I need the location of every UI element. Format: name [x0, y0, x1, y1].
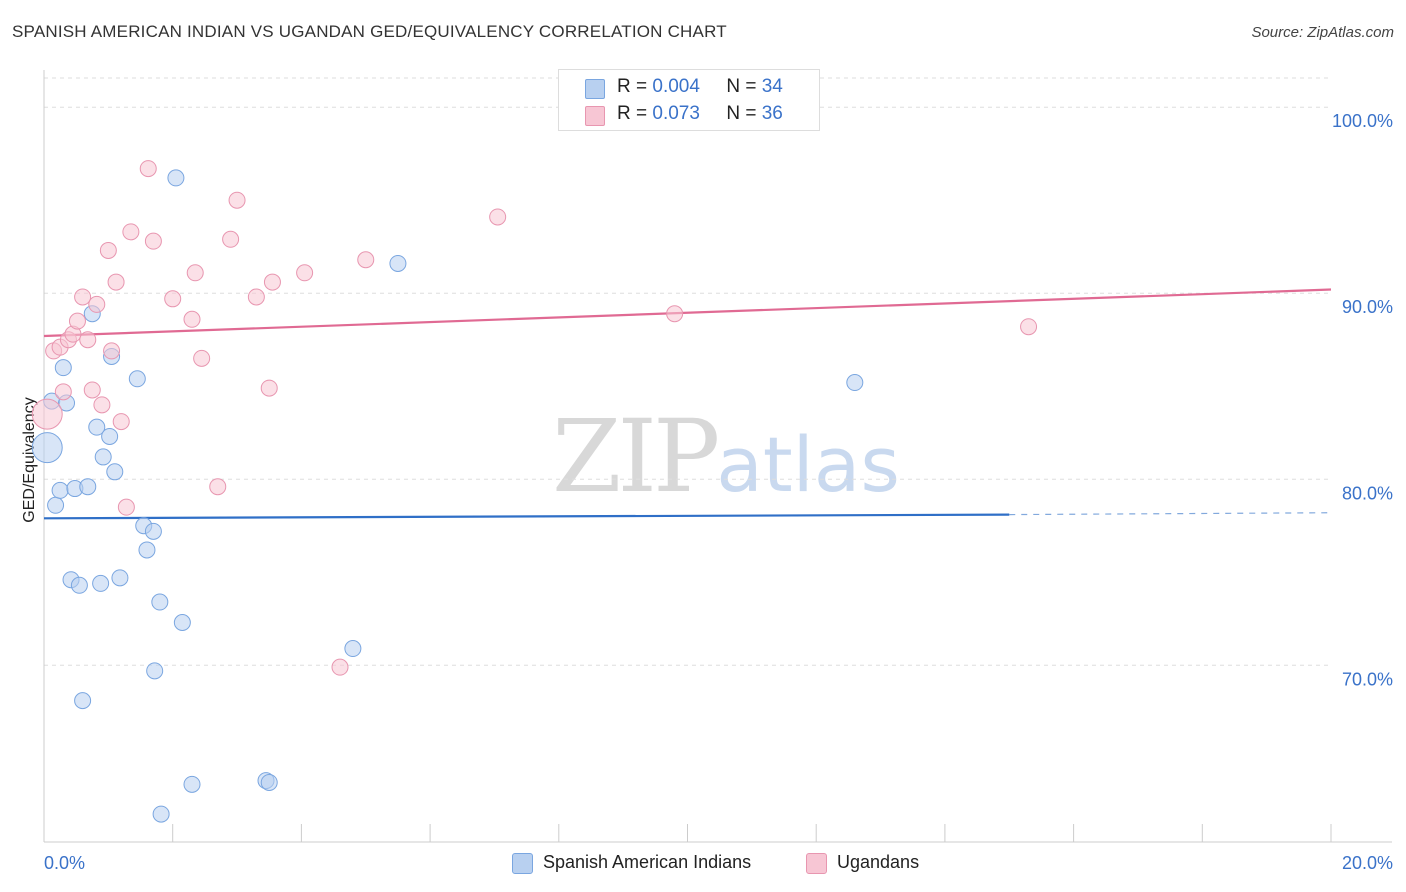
point-spanish-american-indians [101, 427, 119, 445]
legend-r-value: 0.073 [652, 103, 700, 124]
point-ugandans [139, 160, 157, 178]
point-spanish-american-indians [70, 576, 88, 594]
source-label: Source: ZipAtlas.com [1251, 24, 1394, 41]
point-ugandans [183, 310, 201, 328]
point-spanish-american-indians [152, 805, 170, 823]
trend-line-pink [43, 288, 1332, 338]
gridlines [44, 77, 1331, 666]
point-ugandans [112, 413, 130, 431]
data-points [31, 160, 1038, 823]
point-spanish-american-indians [31, 432, 63, 464]
point-ugandans [228, 191, 246, 209]
point-spanish-american-indians [94, 448, 112, 466]
point-spanish-american-indians [47, 496, 65, 514]
point-ugandans [99, 241, 117, 259]
legend-n-label: N = [726, 103, 757, 124]
axes [43, 70, 1392, 843]
point-spanish-american-indians [54, 359, 72, 377]
point-spanish-american-indians [79, 478, 97, 496]
bottom-legend-label: Spanish American Indians [543, 852, 752, 872]
point-spanish-american-indians [173, 613, 191, 631]
x-tick-label: 20.0% [1342, 853, 1393, 873]
point-spanish-american-indians [106, 463, 124, 481]
point-ugandans [489, 208, 507, 226]
bottom-legend-label: Ugandans [837, 852, 920, 872]
point-ugandans [331, 658, 349, 676]
point-ugandans [83, 381, 101, 399]
point-ugandans [296, 264, 314, 282]
point-ugandans [263, 273, 281, 291]
point-spanish-american-indians [846, 374, 864, 392]
legend-n-value: 36 [761, 103, 783, 124]
watermark: ZIPatlas [552, 398, 900, 515]
point-ugandans [79, 331, 97, 349]
point-ugandans [117, 498, 135, 516]
correlation-legend: R = 0.004 N = 34 R = 0.073 N = 36 [558, 69, 820, 131]
point-ugandans [144, 232, 162, 250]
watermark-atlas: atlas [716, 420, 900, 509]
point-ugandans [260, 379, 278, 397]
legend-swatch-pink [806, 853, 827, 874]
chart-title: SPANISH AMERICAN INDIAN VS UGANDAN GED/E… [12, 22, 727, 41]
point-spanish-american-indians [138, 541, 156, 559]
legend-r-label: R = [617, 103, 648, 124]
point-ugandans [164, 290, 182, 308]
point-spanish-american-indians [144, 522, 162, 540]
legend-swatch-pink [585, 106, 605, 126]
point-ugandans [666, 305, 684, 323]
point-ugandans [103, 342, 121, 360]
point-ugandans [222, 230, 240, 248]
point-spanish-american-indians [74, 692, 92, 710]
point-ugandans [122, 223, 140, 241]
point-ugandans [88, 295, 106, 313]
point-ugandans [107, 273, 125, 291]
y-tick-label: 90.0% [1342, 297, 1393, 317]
point-ugandans [357, 251, 375, 269]
point-ugandans [193, 349, 211, 367]
legend-r-value: 0.004 [652, 76, 700, 97]
point-spanish-american-indians [260, 773, 278, 791]
point-ugandans [186, 264, 204, 282]
point-ugandans [31, 398, 63, 430]
point-ugandans [68, 312, 86, 330]
point-ugandans [93, 396, 111, 414]
point-spanish-american-indians [167, 169, 185, 187]
trend-lines [43, 288, 1332, 520]
legend-n-value: 34 [761, 76, 783, 97]
trend-line-blue [43, 513, 1010, 520]
trend-extension-blue [1009, 512, 1332, 516]
point-ugandans [54, 383, 72, 401]
point-spanish-american-indians [88, 418, 106, 436]
tick-labels: 70.0% 80.0% 90.0% 100.0% 0.0% 20.0% [44, 111, 1393, 873]
y-tick-label: 100.0% [1332, 111, 1393, 131]
point-spanish-american-indians [51, 481, 69, 499]
point-ugandans [74, 288, 92, 306]
y-tick-label: 70.0% [1342, 669, 1393, 689]
point-ugandans [1020, 318, 1038, 336]
point-spanish-american-indians [128, 370, 146, 388]
point-spanish-american-indians [92, 574, 110, 592]
point-spanish-american-indians [183, 775, 201, 793]
point-ugandans [209, 478, 227, 496]
point-spanish-american-indians [151, 593, 169, 611]
point-ugandans [247, 288, 265, 306]
point-spanish-american-indians [344, 640, 362, 658]
y-tick-label: 80.0% [1342, 483, 1393, 503]
legend-r-label: R = [617, 76, 648, 97]
point-spanish-american-indians [111, 569, 129, 587]
legend-swatch-blue [585, 79, 605, 99]
point-spanish-american-indians [146, 662, 164, 680]
legend-n-label: N = [726, 76, 757, 97]
point-spanish-american-indians [389, 254, 407, 272]
watermark-zip: ZIP [552, 398, 720, 515]
x-tick-label: 0.0% [44, 853, 85, 873]
legend-swatch-blue [512, 853, 533, 874]
